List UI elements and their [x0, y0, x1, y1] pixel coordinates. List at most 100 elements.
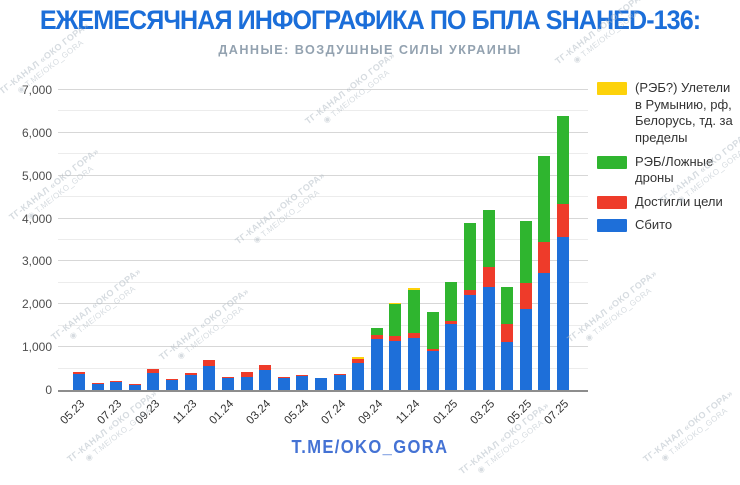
chart-legend: (РЭБ?) Улетели в Румынию, рф, Белорусь, … — [597, 80, 739, 241]
bar-segment-green — [427, 312, 439, 349]
x-tick-label: 09.23 — [133, 398, 162, 427]
bar-12.24 — [427, 312, 439, 390]
bar-segment-blue — [203, 366, 215, 390]
bar-07.25 — [557, 116, 569, 390]
bar-01.24 — [222, 377, 234, 390]
legend-swatch-red — [597, 196, 627, 209]
legend-item-yellow: (РЭБ?) Улетели в Румынию, рф, Белорусь, … — [597, 80, 739, 147]
y-tick-label: 1,000 — [22, 340, 52, 354]
bar-segment-blue — [259, 370, 271, 390]
bar-07.23 — [110, 381, 122, 390]
bar-06.23 — [92, 383, 104, 390]
page-title: ЕЖЕМЕСЯЧНАЯ ИНФОГРАФИКА ПО БПЛА SHAHED-1… — [26, 5, 714, 36]
bar-segment-green — [389, 304, 401, 336]
legend-swatch-green — [597, 156, 627, 169]
bar-segment-blue — [185, 375, 197, 390]
bar-segment-blue — [110, 382, 122, 390]
bar-segment-green — [464, 223, 476, 290]
y-tick-label: 2,000 — [22, 297, 52, 311]
bar-02.24 — [241, 372, 253, 390]
bar-segment-red — [520, 283, 532, 308]
bar-04.24 — [278, 377, 290, 390]
bar-05.25 — [520, 221, 532, 390]
bar-segment-red — [538, 242, 550, 274]
bar-segment-red — [557, 204, 569, 237]
bar-06.24 — [315, 378, 327, 390]
bar-segment-blue — [315, 378, 327, 390]
gridline-4000 — [58, 218, 588, 219]
bar-segment-blue — [222, 378, 234, 390]
gridline-5500 — [58, 153, 588, 154]
bar-segment-green — [408, 290, 420, 333]
x-axis-line — [58, 390, 588, 392]
legend-label: (РЭБ?) Улетели в Румынию, рф, Белорусь, … — [635, 80, 739, 147]
bar-segment-blue — [334, 375, 346, 390]
bar-segment-blue — [352, 363, 364, 390]
bar-segment-blue — [408, 338, 420, 390]
legend-item-green: РЭБ/Ложные дроны — [597, 154, 739, 187]
bar-07.24 — [334, 374, 346, 390]
bar-segment-green — [483, 210, 495, 267]
bar-segment-blue — [557, 237, 569, 390]
bar-segment-green — [520, 221, 532, 283]
bar-05.23 — [73, 372, 85, 390]
bar-11.24 — [408, 288, 420, 390]
x-tick-label: 07.23 — [96, 398, 125, 427]
legend-label: Сбито — [635, 217, 672, 234]
bar-03.25 — [483, 210, 495, 390]
x-tick-label: 03.25 — [468, 398, 497, 427]
gridline-2500 — [58, 282, 588, 283]
bar-segment-blue — [296, 376, 308, 390]
bar-10.23 — [166, 379, 178, 390]
chart-subtitle: ДАННЫЕ: ВОЗДУШНЫЕ СИЛЫ УКРАИНЫ — [11, 42, 729, 57]
bar-segment-blue — [538, 273, 550, 390]
bar-segment-green — [371, 328, 383, 335]
gridline-3500 — [58, 239, 588, 240]
bar-segment-blue — [147, 373, 159, 390]
gridline-6500 — [58, 110, 588, 111]
bar-12.23 — [203, 360, 215, 390]
gridline-5000 — [58, 175, 588, 176]
bar-06.25 — [538, 156, 550, 390]
bar-segment-blue — [520, 309, 532, 390]
bar-segment-blue — [73, 374, 85, 390]
footer-channel-link: T.ME/OKO_GORA — [30, 437, 711, 458]
x-tick-label: 07.25 — [543, 398, 572, 427]
y-tick-label: 5,000 — [22, 169, 52, 183]
bar-segment-green — [501, 287, 513, 324]
bar-segment-blue — [427, 351, 439, 390]
bar-11.23 — [185, 373, 197, 390]
bar-05.24 — [296, 375, 308, 390]
bar-segment-blue — [483, 287, 495, 390]
bar-segment-green — [445, 282, 457, 321]
bar-02.25 — [464, 223, 476, 390]
bar-04.25 — [501, 287, 513, 390]
x-tick-label: 11.24 — [394, 398, 422, 426]
y-tick-label: 3,000 — [22, 254, 52, 268]
y-tick-label: 4,000 — [22, 212, 52, 226]
bar-segment-green — [538, 156, 550, 241]
bar-segment-green — [557, 116, 569, 203]
bar-segment-blue — [389, 341, 401, 390]
bar-segment-blue — [464, 295, 476, 390]
legend-label: РЭБ/Ложные дроны — [635, 154, 739, 187]
bar-segment-blue — [278, 378, 290, 390]
bar-09.24 — [371, 328, 383, 390]
x-tick-label: 03.24 — [245, 398, 274, 427]
x-tick-label: 01.25 — [431, 398, 460, 427]
bar-segment-blue — [445, 324, 457, 390]
x-tick-label: 11.23 — [171, 398, 199, 426]
legend-item-red: Достигли цели — [597, 194, 739, 211]
bar-segment-blue — [371, 339, 383, 390]
x-tick-label: 05.23 — [59, 398, 88, 427]
bar-segment-blue — [166, 380, 178, 390]
x-tick-label: 05.24 — [282, 398, 311, 427]
chart-plot-area — [58, 90, 588, 390]
gridline-3000 — [58, 260, 588, 261]
bar-03.24 — [259, 365, 271, 390]
bar-segment-red — [483, 267, 495, 287]
gridline-6000 — [58, 132, 588, 133]
y-tick-label: 7,000 — [22, 83, 52, 97]
